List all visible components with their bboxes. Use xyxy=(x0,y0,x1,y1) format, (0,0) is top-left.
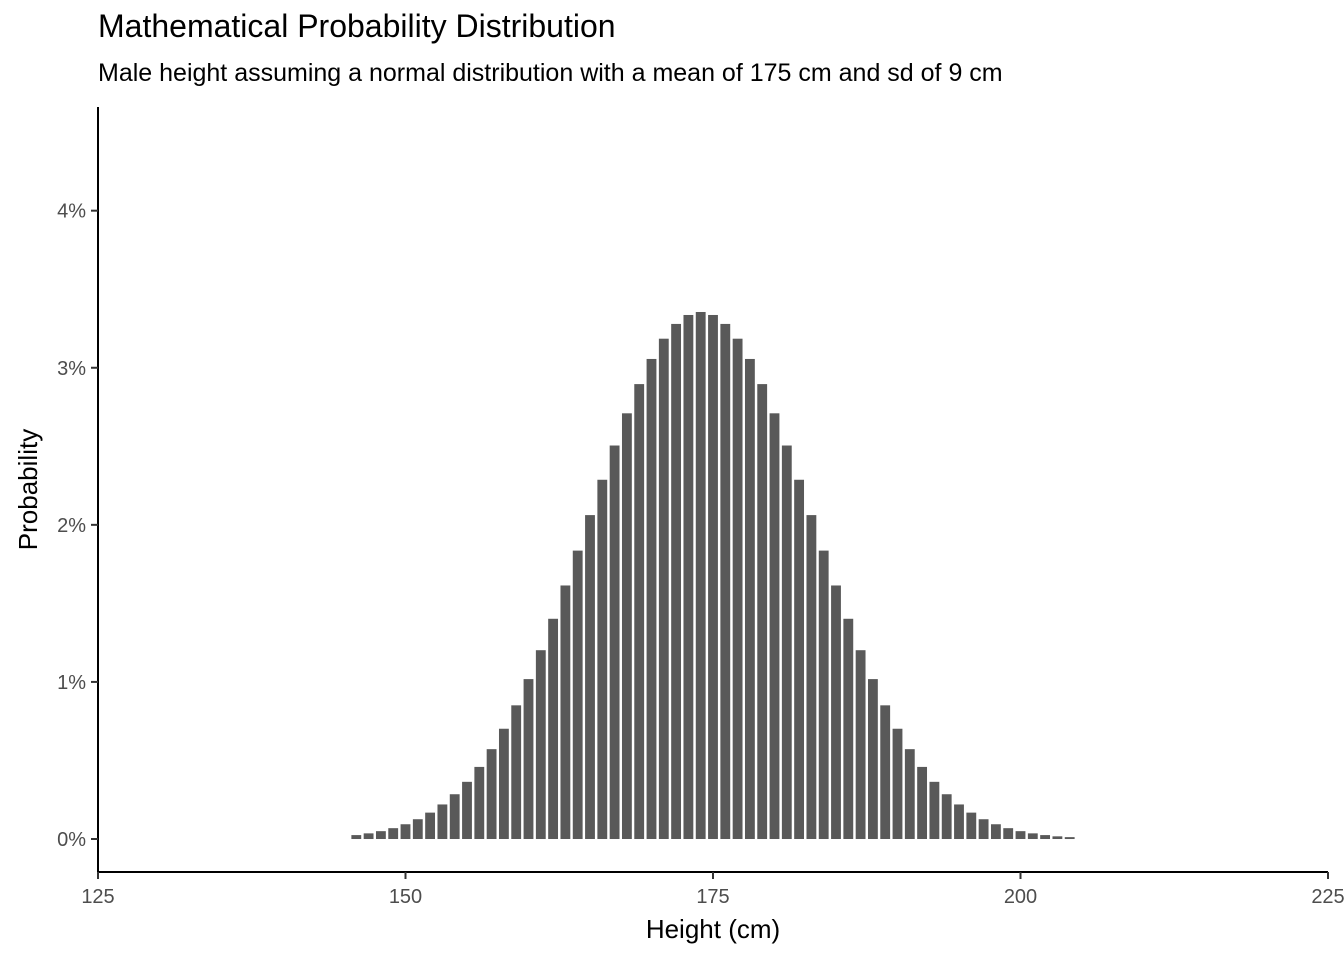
bar-154 xyxy=(449,794,460,840)
bar-202 xyxy=(1040,835,1051,840)
y-axis-ticks: 0% 1% 2% 3% 4% xyxy=(57,201,98,851)
x-tick-label: 150 xyxy=(389,886,422,908)
bar-204 xyxy=(1064,837,1075,840)
bar-169 xyxy=(634,384,645,840)
bar-179 xyxy=(757,384,768,840)
bar-146 xyxy=(351,835,362,840)
x-tick-label: 125 xyxy=(81,886,114,908)
bar-201 xyxy=(1027,833,1038,840)
bar-188 xyxy=(867,679,878,840)
bar-164 xyxy=(572,550,583,840)
bar-163 xyxy=(560,585,571,840)
bar-186 xyxy=(843,618,854,840)
bar-191 xyxy=(904,749,915,840)
x-tick-label: 225 xyxy=(1311,886,1344,908)
y-tick-label: 4% xyxy=(57,201,86,223)
bar-159 xyxy=(511,705,522,840)
bar-148 xyxy=(375,831,386,840)
bar-151 xyxy=(412,819,423,840)
y-tick-label: 1% xyxy=(57,672,86,694)
bar-156 xyxy=(474,766,485,840)
bar-153 xyxy=(437,804,448,840)
y-axis-label: Probability xyxy=(13,429,43,550)
bar-152 xyxy=(425,812,436,840)
chart-subtitle: Male height assuming a normal distributi… xyxy=(98,59,1003,87)
bar-162 xyxy=(548,618,559,840)
bar-198 xyxy=(990,824,1001,840)
bar-187 xyxy=(855,650,866,840)
bar-series xyxy=(351,311,1075,840)
bar-195 xyxy=(954,804,964,840)
bar-165 xyxy=(585,515,595,840)
bar-167 xyxy=(609,445,620,840)
bar-183 xyxy=(806,515,817,840)
bar-161 xyxy=(535,650,546,840)
bar-199 xyxy=(1003,828,1014,840)
bar-176 xyxy=(720,323,731,840)
y-tick-label: 2% xyxy=(57,515,86,537)
bar-197 xyxy=(978,819,989,840)
chart-title: Mathematical Probability Distribution xyxy=(98,8,616,44)
bar-173 xyxy=(683,314,694,840)
x-axis-label: Height (cm) xyxy=(646,914,780,944)
bar-185 xyxy=(831,585,841,840)
bar-147 xyxy=(363,833,374,840)
bar-184 xyxy=(818,550,829,840)
bar-200 xyxy=(1015,831,1026,840)
x-tick-label: 200 xyxy=(1004,886,1037,908)
bar-189 xyxy=(880,705,891,840)
bar-192 xyxy=(917,766,928,840)
bar-171 xyxy=(658,338,669,840)
bar-170 xyxy=(646,358,657,840)
x-tick-label: 175 xyxy=(696,886,729,908)
bar-157 xyxy=(486,749,497,840)
bar-203 xyxy=(1052,836,1063,840)
y-tick-label: 0% xyxy=(57,829,86,851)
bar-160 xyxy=(523,679,534,840)
y-tick-label: 3% xyxy=(57,358,86,380)
bar-196 xyxy=(966,812,977,840)
bar-182 xyxy=(794,479,805,840)
bar-180 xyxy=(769,413,780,840)
bar-150 xyxy=(400,824,411,840)
x-axis-ticks: 125 150 175 200 225 xyxy=(81,872,1344,908)
bar-194 xyxy=(941,794,952,840)
bar-158 xyxy=(498,728,509,840)
bar-175 xyxy=(708,314,718,840)
bar-172 xyxy=(671,323,682,840)
bar-168 xyxy=(621,413,632,840)
bar-155 xyxy=(462,781,472,840)
bar-177 xyxy=(732,338,743,840)
bar-174 xyxy=(695,311,706,840)
bar-190 xyxy=(892,728,903,840)
bar-149 xyxy=(388,828,399,840)
bar-166 xyxy=(597,479,608,840)
bar-178 xyxy=(744,358,755,840)
bar-181 xyxy=(781,445,792,840)
bar-193 xyxy=(929,781,940,840)
